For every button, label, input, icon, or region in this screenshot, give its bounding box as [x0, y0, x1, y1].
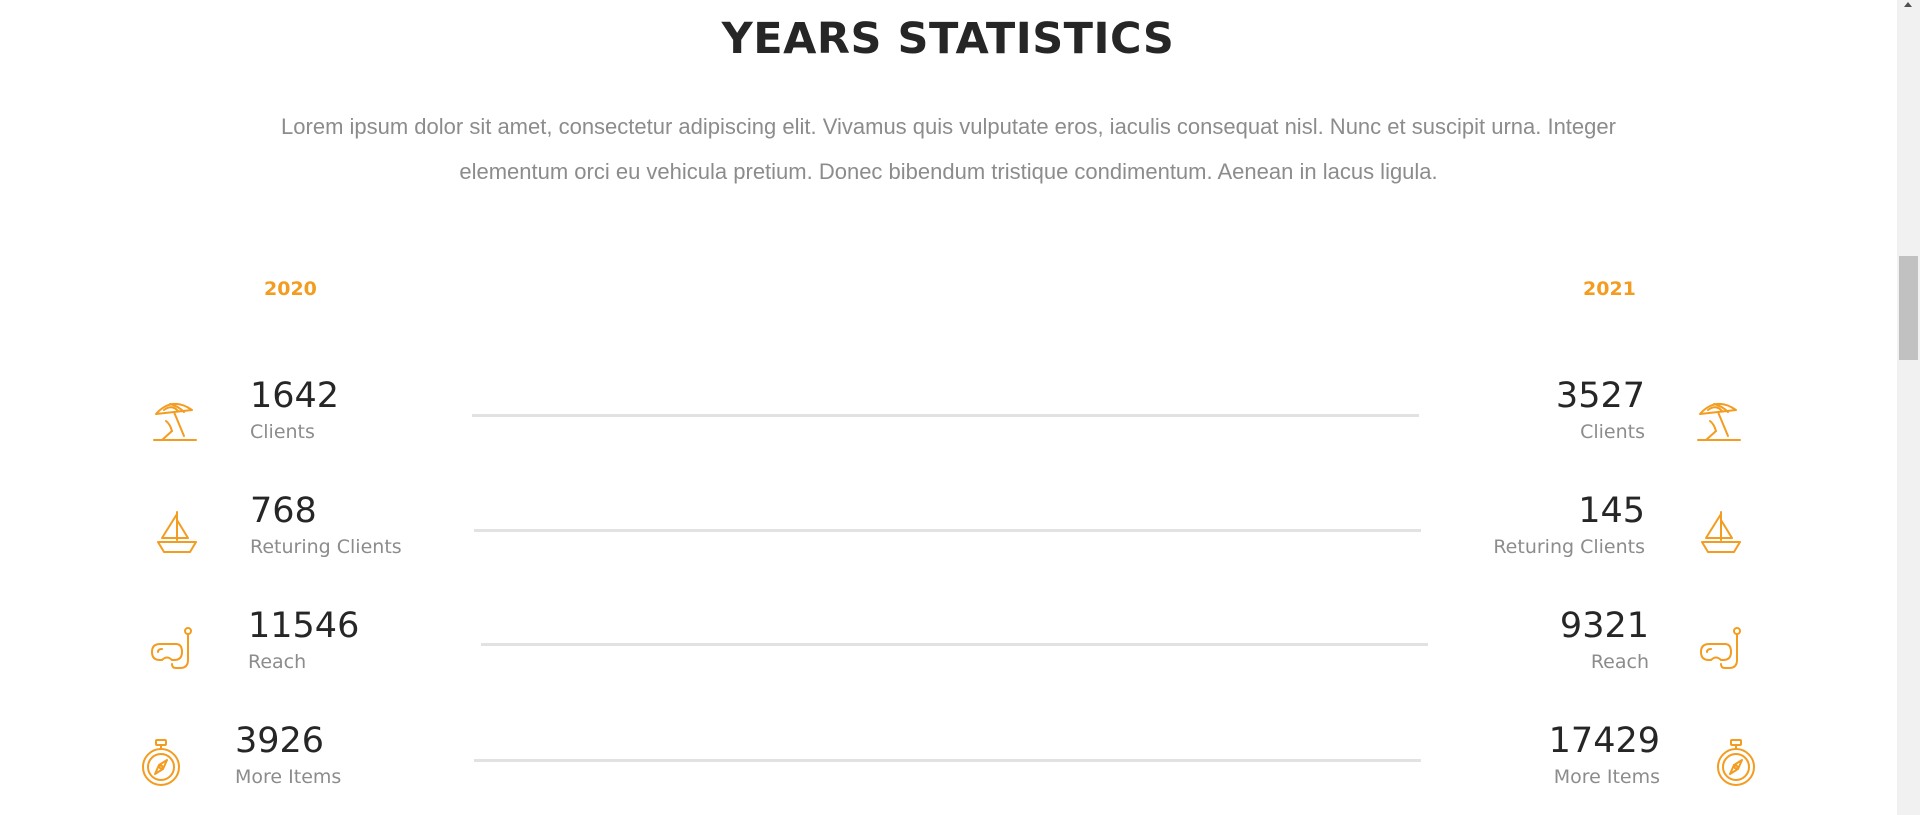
section-title: YEARS STATISTICS	[721, 14, 1175, 64]
sailboat-icon	[1696, 508, 1746, 558]
stat-value: 9321	[1559, 606, 1649, 646]
vertical-scrollbar[interactable]	[1897, 0, 1920, 815]
stat-value: 1642	[250, 376, 340, 416]
scrollbar-thumb[interactable]	[1899, 256, 1918, 360]
divider-line	[472, 414, 1419, 417]
sailboat-icon	[152, 508, 202, 558]
stat-label: Returing Clients	[1493, 536, 1645, 558]
scroll-up-arrow-icon[interactable]	[1904, 2, 1912, 7]
stat-2020-returing-clients: 768 Returing Clients	[250, 489, 510, 559]
stat-2020-reach: 11546 Reach	[248, 604, 508, 674]
beach-umbrella-icon	[150, 394, 200, 444]
snorkel-mask-icon	[148, 622, 198, 672]
year-2020-label: 2020	[264, 278, 317, 300]
section-intro: Lorem ipsum dolor sit amet, consectetur …	[281, 114, 1616, 184]
compass-stopwatch-icon	[136, 738, 186, 788]
stat-2020-more-items: 3926 More Items	[235, 719, 495, 789]
stat-label: Reach	[1590, 651, 1649, 673]
compass-stopwatch-icon	[1711, 738, 1761, 788]
stat-2021-more-items: 17429 More Items	[1400, 719, 1660, 789]
stat-2021-clients: 3527 Clients	[1385, 374, 1645, 444]
divider-line	[474, 529, 1421, 532]
stat-label: More Items	[1553, 766, 1660, 788]
stat-value: 11546	[248, 606, 360, 646]
stat-2021-returing-clients: 145 Returing Clients	[1385, 489, 1645, 559]
stat-value: 3527	[1555, 376, 1645, 416]
stat-value: 768	[250, 491, 317, 531]
stat-value: 145	[1578, 491, 1645, 531]
stat-value: 3926	[235, 721, 325, 761]
snorkel-mask-icon	[1697, 622, 1747, 672]
stat-value: 17429	[1548, 721, 1660, 761]
stat-2021-reach: 9321 Reach	[1389, 604, 1649, 674]
stat-2020-clients: 1642 Clients	[250, 374, 510, 444]
stat-label: Returing Clients	[250, 536, 402, 558]
stat-label: Clients	[1580, 421, 1645, 443]
beach-umbrella-icon	[1694, 394, 1744, 444]
divider-line	[481, 643, 1428, 646]
stat-label: Reach	[248, 651, 307, 673]
year-2021-label: 2021	[1583, 278, 1636, 300]
divider-line	[474, 759, 1421, 762]
stat-label: More Items	[235, 766, 342, 788]
stat-label: Clients	[250, 421, 315, 443]
